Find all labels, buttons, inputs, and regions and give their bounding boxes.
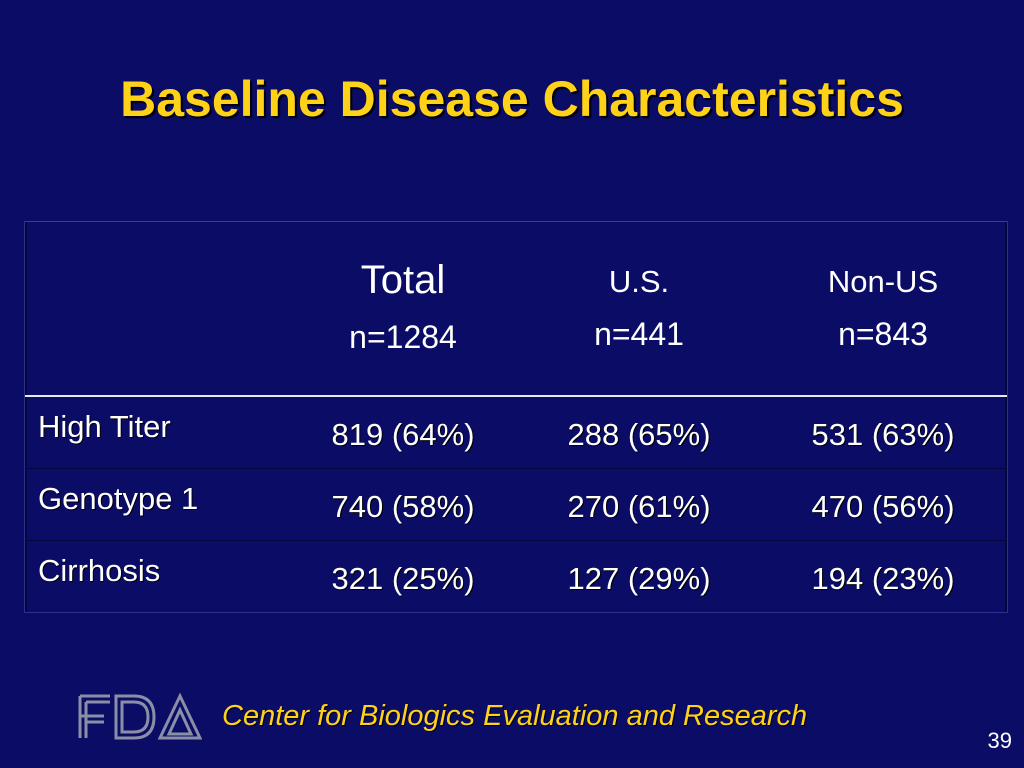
column-name: Non-US (827, 264, 939, 299)
column-header-total: Total n=1284 (293, 258, 513, 356)
table-cell: 194 (23%) (811, 561, 955, 596)
row-label: Genotype 1 (38, 481, 199, 516)
characteristics-table: Total n=1284 U.S. n=441 Non-US n=843 Hig… (24, 221, 1008, 613)
table-cell: 321 (25%) (331, 561, 475, 596)
column-header-non-us: Non-US n=843 (773, 264, 993, 353)
table-cell: 127 (29%) (567, 561, 711, 596)
table-cell: 470 (56%) (811, 489, 955, 524)
table-cell: 819 (64%) (331, 417, 475, 452)
column-n: n=843 (838, 316, 928, 352)
fda-logo (78, 692, 202, 740)
column-n: n=441 (594, 316, 684, 352)
column-n: n=1284 (349, 319, 457, 355)
table-cell: 740 (58%) (331, 489, 475, 524)
table-row: High Titer 819 (64%) 288 (65%) 531 (63%) (25, 397, 1007, 469)
row-divider (25, 468, 1007, 469)
column-name: U.S. (608, 264, 670, 299)
column-name: Total (360, 258, 446, 302)
page-number: 39 (987, 728, 1012, 753)
table-cell: 270 (61%) (567, 489, 711, 524)
table-left-border (25, 222, 27, 612)
table-right-border (1005, 222, 1007, 612)
row-label: High Titer (38, 409, 171, 444)
table-row: Genotype 1 740 (58%) 270 (61%) 470 (56%) (25, 469, 1007, 541)
column-header-us: U.S. n=441 (529, 264, 749, 353)
table-cell: 288 (65%) (567, 417, 711, 452)
header-divider (25, 395, 1007, 397)
table-header-row: Total n=1284 U.S. n=441 Non-US n=843 (25, 222, 1007, 396)
footer-org-name: Center for Biologics Evaluation and Rese… (222, 700, 808, 732)
slide-title: Baseline Disease Characteristics (120, 71, 904, 127)
row-divider (25, 540, 1007, 541)
table-row: Cirrhosis 321 (25%) 127 (29%) 194 (23%) (25, 541, 1007, 613)
row-label: Cirrhosis (38, 553, 161, 588)
table-cell: 531 (63%) (811, 417, 955, 452)
